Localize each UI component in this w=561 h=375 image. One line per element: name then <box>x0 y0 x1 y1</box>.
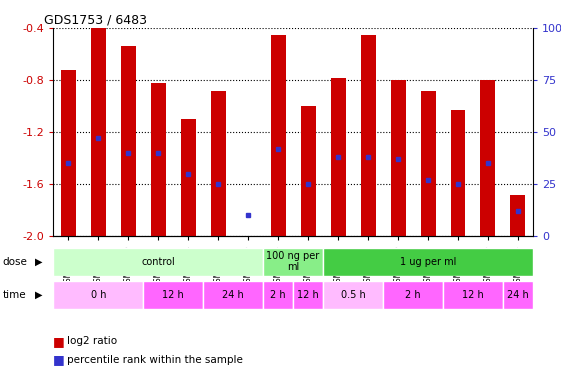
Bar <box>151 83 165 236</box>
Text: 2 h: 2 h <box>405 290 421 300</box>
Bar <box>53 281 143 309</box>
Bar <box>293 281 323 309</box>
Text: ■: ■ <box>53 354 65 366</box>
Bar <box>203 281 263 309</box>
Text: 0.5 h: 0.5 h <box>341 290 365 300</box>
Bar <box>421 91 435 236</box>
Bar <box>181 119 196 236</box>
Text: time: time <box>3 290 26 300</box>
Text: log2 ratio: log2 ratio <box>67 336 117 346</box>
Text: 1 ug per ml: 1 ug per ml <box>400 256 456 267</box>
Bar <box>323 281 383 309</box>
Bar <box>443 281 503 309</box>
Bar <box>263 281 293 309</box>
Bar <box>263 248 323 276</box>
Bar <box>121 46 136 236</box>
Bar <box>270 34 286 236</box>
Bar <box>143 281 203 309</box>
Text: ▶: ▶ <box>35 257 43 267</box>
Bar <box>511 195 526 236</box>
Text: 12 h: 12 h <box>462 290 484 300</box>
Text: 12 h: 12 h <box>162 290 184 300</box>
Text: ■: ■ <box>53 335 65 348</box>
Bar <box>61 70 76 236</box>
Bar <box>330 78 346 236</box>
Bar <box>301 106 316 236</box>
Text: 2 h: 2 h <box>270 290 286 300</box>
Text: ▶: ▶ <box>35 290 43 300</box>
Bar <box>361 34 375 236</box>
Bar <box>480 80 495 236</box>
Bar <box>323 248 533 276</box>
Text: percentile rank within the sample: percentile rank within the sample <box>67 355 243 365</box>
Bar <box>53 248 263 276</box>
Text: 100 ng per
ml: 100 ng per ml <box>266 251 320 272</box>
Text: control: control <box>141 256 175 267</box>
Text: 0 h: 0 h <box>90 290 106 300</box>
Bar <box>390 80 406 236</box>
Text: 12 h: 12 h <box>297 290 319 300</box>
Text: dose: dose <box>3 257 27 267</box>
Bar <box>91 28 106 236</box>
Text: GDS1753 / 6483: GDS1753 / 6483 <box>44 14 147 27</box>
Bar <box>503 281 533 309</box>
Bar <box>450 110 466 236</box>
Bar <box>211 91 226 236</box>
Text: 24 h: 24 h <box>507 290 529 300</box>
Bar <box>383 281 443 309</box>
Text: 24 h: 24 h <box>222 290 244 300</box>
